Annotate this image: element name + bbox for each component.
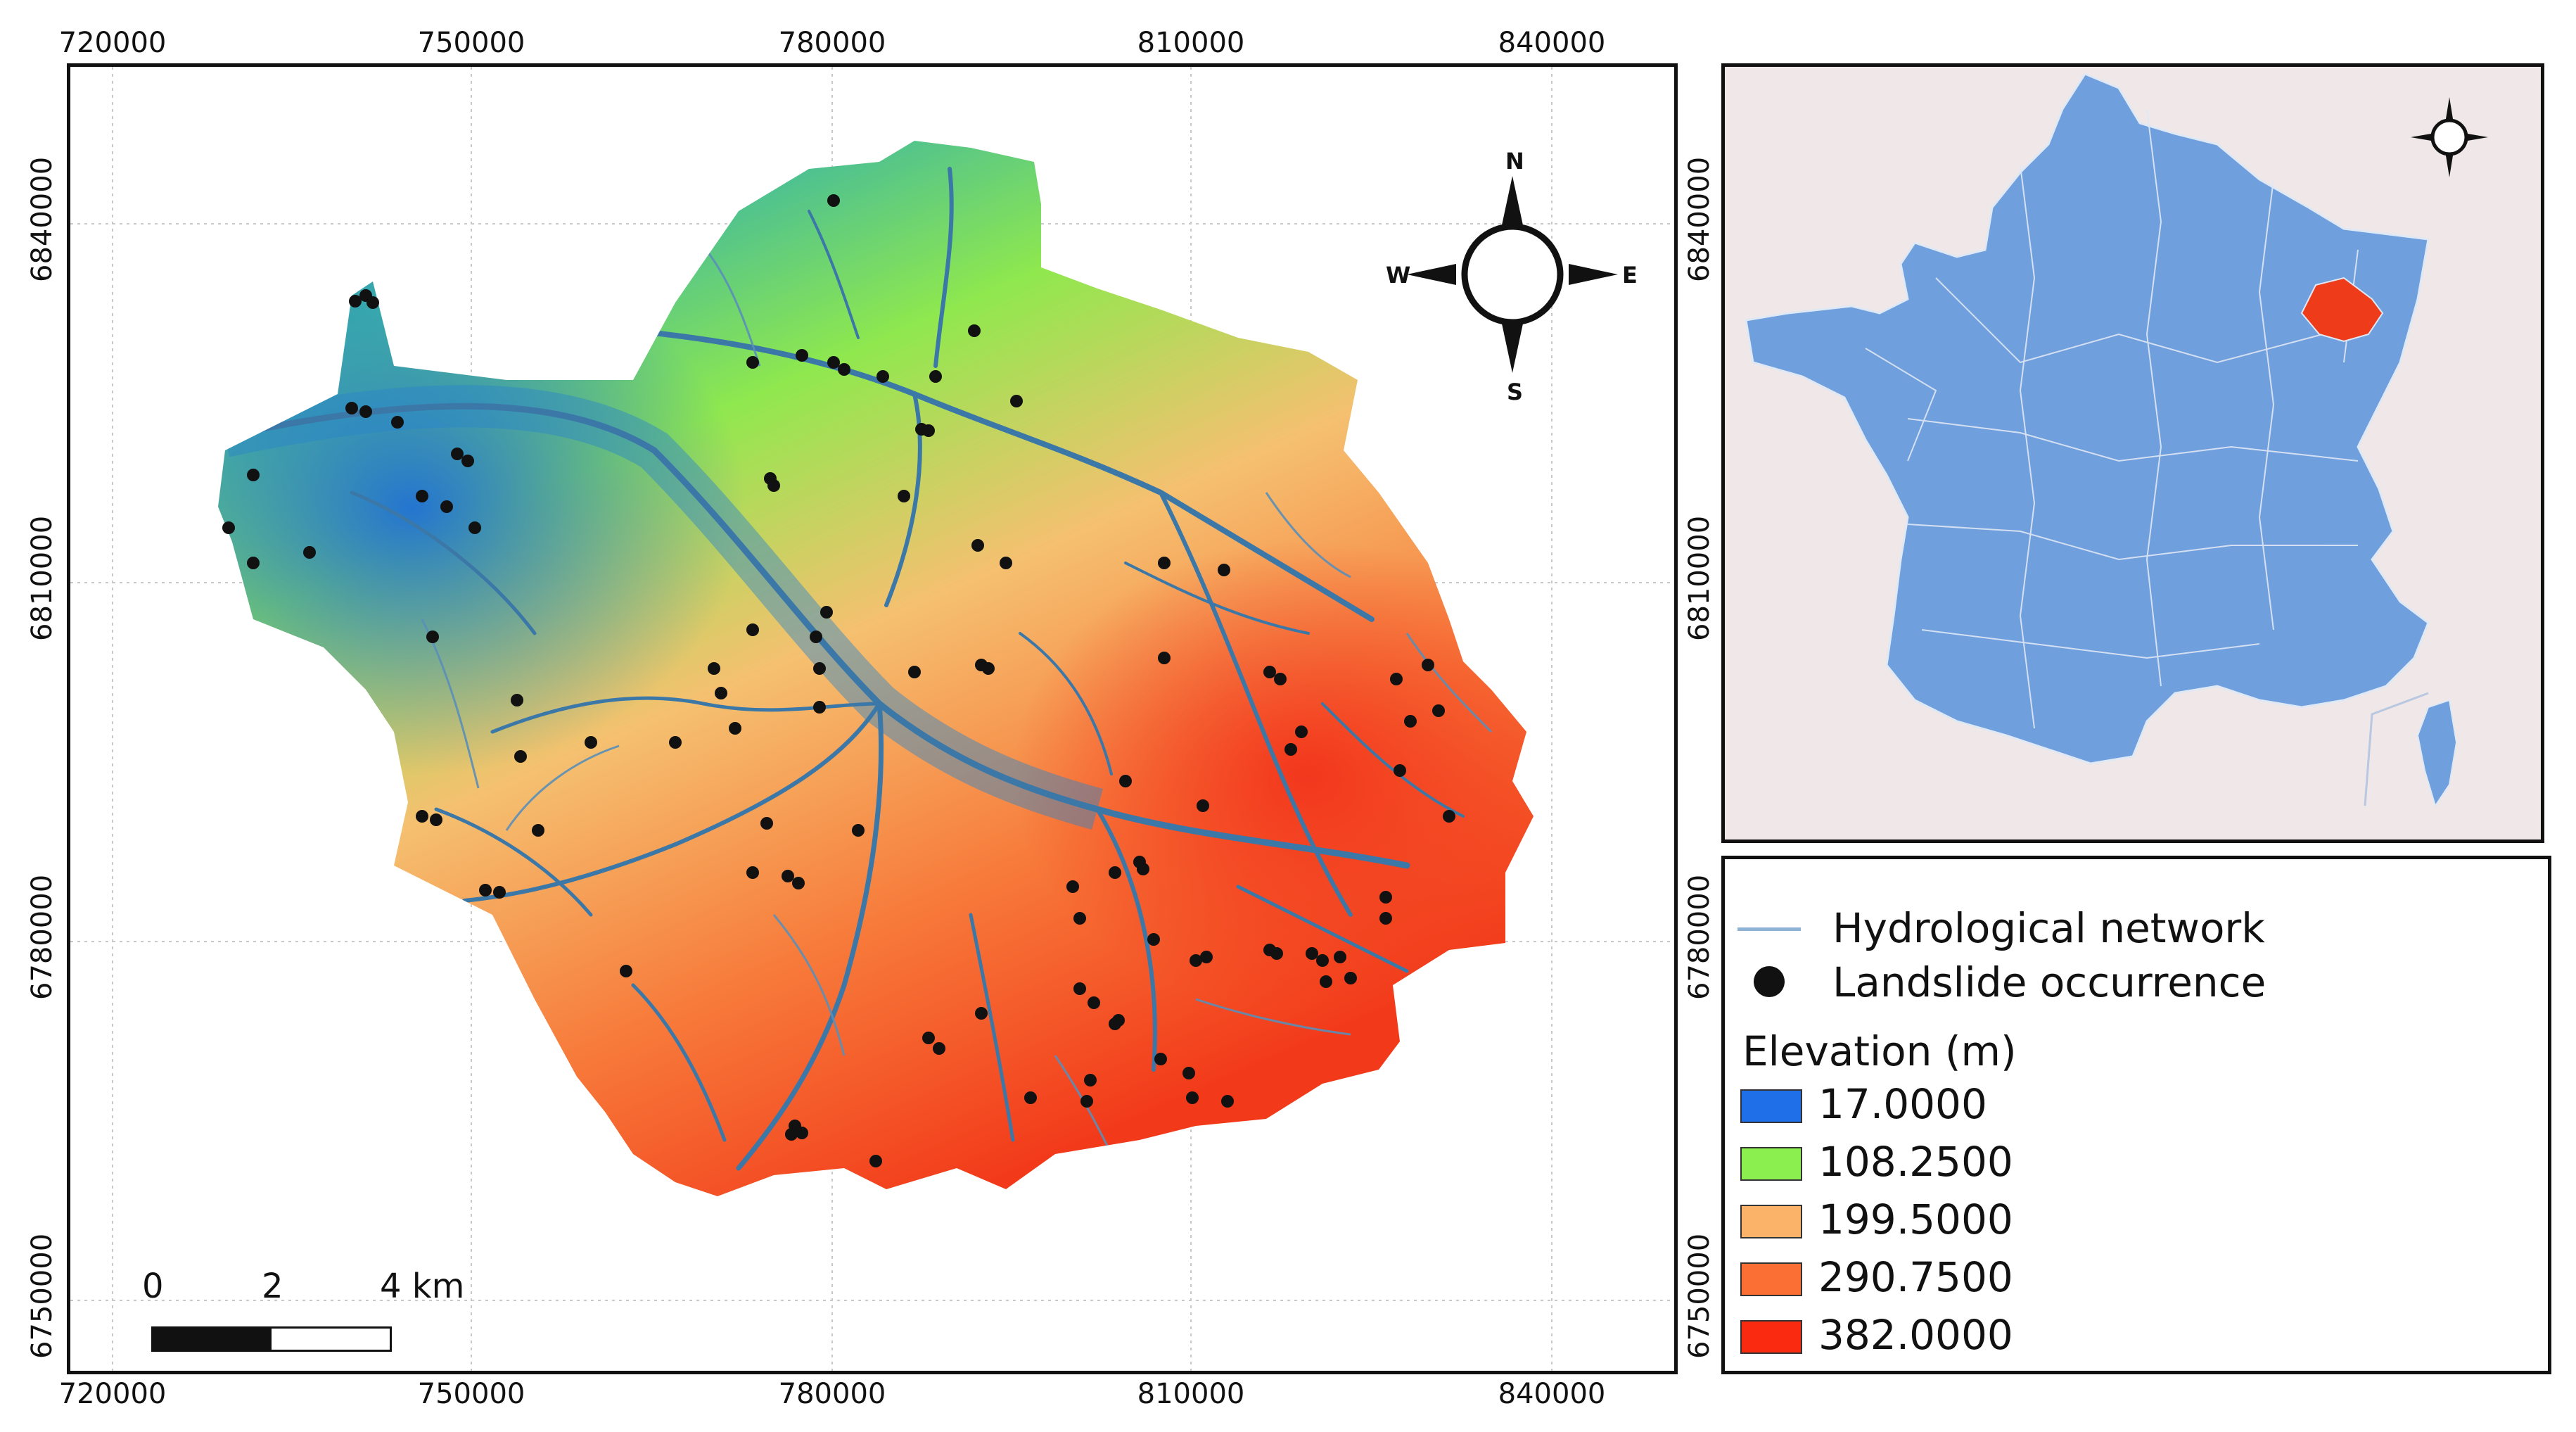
compass-s-label: S (1507, 379, 1524, 405)
scalebar-label-2: 2 (262, 1267, 283, 1306)
elevation-class-label: 199.5000 (1818, 1196, 2013, 1243)
x-tick-bottom: 840000 (1498, 1378, 1606, 1410)
compass-rose-icon (1407, 176, 1618, 373)
inset-compass-rose-icon (2411, 97, 2488, 177)
y-tick-right: 6750000 (1683, 1233, 1716, 1359)
france-map (1745, 72, 2458, 808)
y-tick-right: 6780000 (1683, 874, 1716, 1000)
x-tick-bottom: 780000 (778, 1378, 886, 1410)
elevation-class-label: 382.0000 (1818, 1311, 2013, 1359)
elevation-swatch (1740, 1205, 1802, 1238)
y-tick-right: 6810000 (1683, 515, 1716, 641)
compass-n-label: N (1505, 148, 1524, 175)
elevation-class-label: 17.0000 (1818, 1080, 1987, 1128)
y-tick-left: 6750000 (26, 1233, 58, 1359)
main-map-frame (67, 63, 1678, 1374)
scalebar-label-0: 0 (142, 1267, 164, 1306)
x-tick-top: 780000 (778, 27, 886, 59)
elevation-class-label: 108.2500 (1818, 1138, 2013, 1186)
elevation-swatch (1740, 1089, 1802, 1123)
elevation-swatch (1740, 1262, 1802, 1296)
compass-e-label: E (1622, 262, 1638, 289)
y-tick-right: 6840000 (1683, 156, 1716, 282)
hydro-network-label: Hydrological network (1832, 904, 2265, 952)
y-tick-left: 6840000 (26, 156, 58, 282)
landslide-label: Landslide occurrence (1832, 958, 2266, 1006)
x-tick-bottom: 720000 (58, 1378, 167, 1410)
landslide-symbol (1754, 966, 1785, 997)
elevation-map (70, 67, 1674, 1371)
compass-w-label: W (1386, 262, 1411, 289)
y-tick-left: 6780000 (26, 874, 58, 1000)
x-tick-bottom: 810000 (1137, 1378, 1245, 1410)
legend-panel (1721, 856, 2551, 1374)
x-tick-top: 810000 (1137, 27, 1245, 59)
elevation-swatch (1740, 1320, 1802, 1354)
hydro-network-symbol (1737, 927, 1801, 931)
x-tick-top: 750000 (417, 27, 525, 59)
elevation-title: Elevation (m) (1742, 1027, 2017, 1075)
x-tick-top: 720000 (58, 27, 167, 59)
y-tick-left: 6810000 (26, 515, 58, 641)
elevation-swatch (1740, 1147, 1802, 1181)
landslide-points (222, 194, 1455, 1167)
elevation-class-label: 290.7500 (1818, 1253, 2013, 1301)
scalebar (151, 1326, 392, 1352)
scalebar-label-4km: 4 km (380, 1267, 465, 1306)
x-tick-top: 840000 (1498, 27, 1606, 59)
x-tick-bottom: 750000 (417, 1378, 525, 1410)
